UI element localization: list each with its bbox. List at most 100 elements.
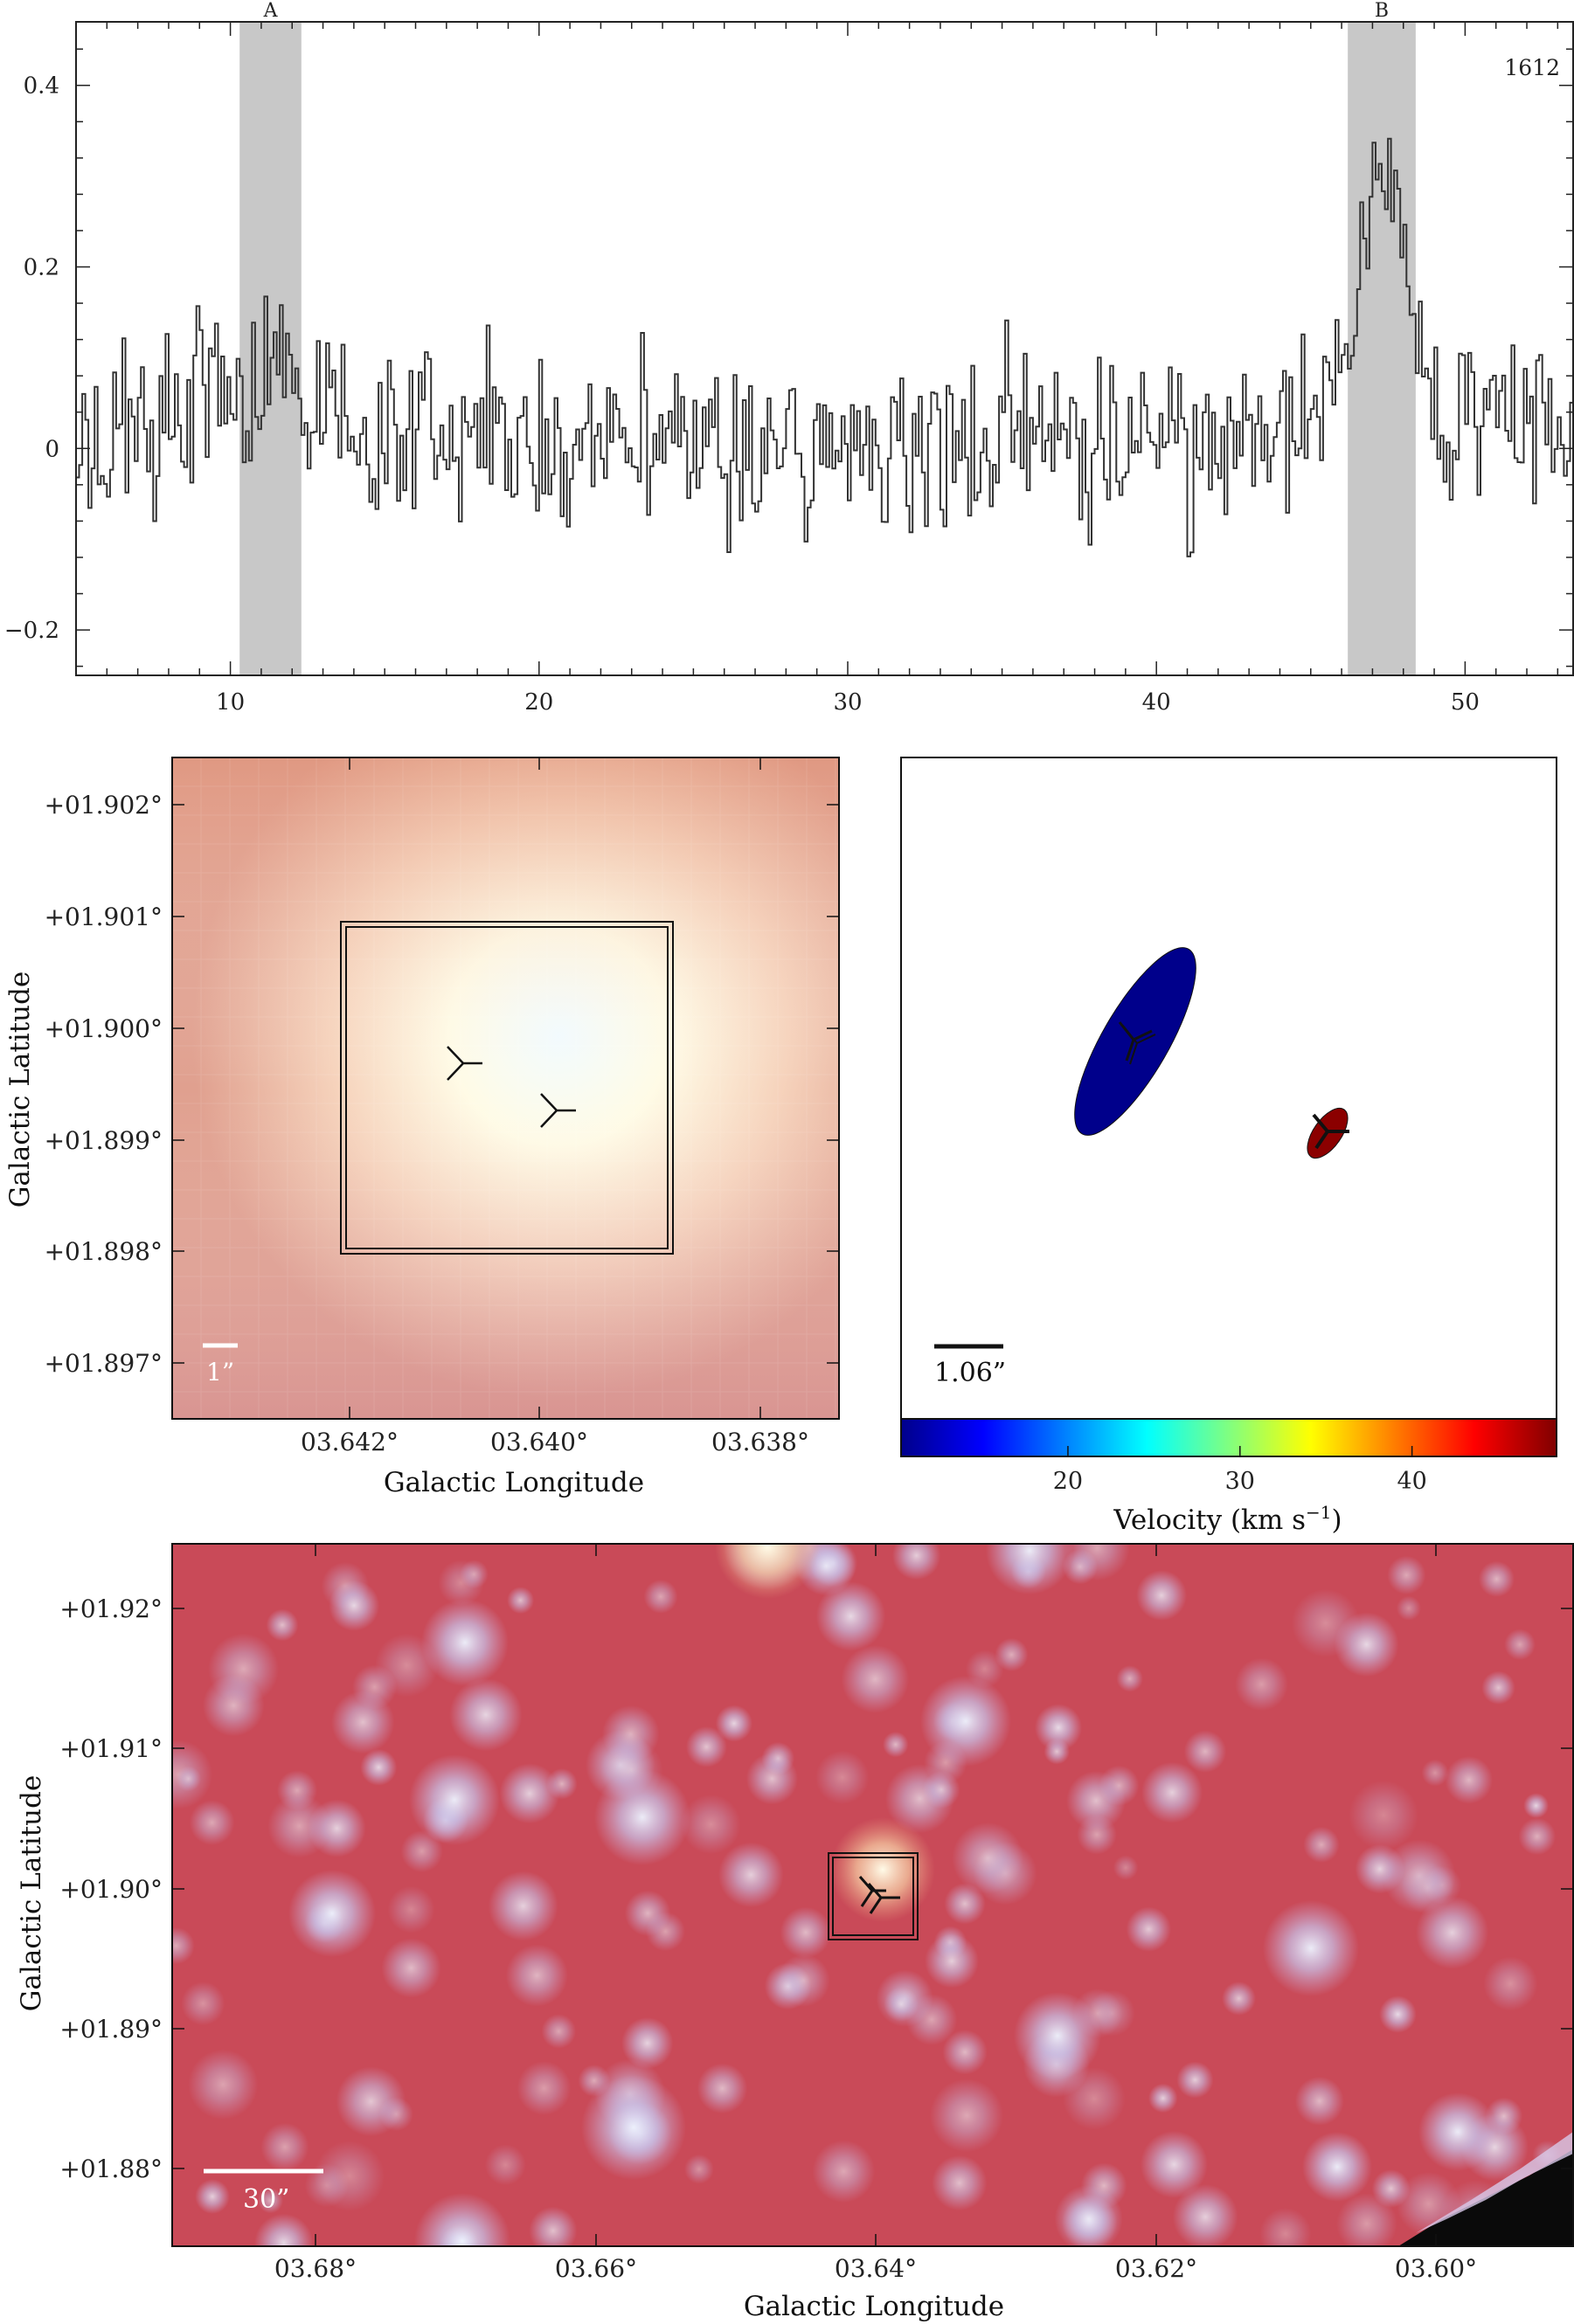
wide-star	[1336, 2193, 1397, 2246]
wide-star-warm	[715, 1544, 820, 1599]
zoom-x-tick-1: 03.640°	[490, 1428, 588, 1456]
wide-star	[685, 1726, 727, 1767]
spectrum-step-line	[76, 137, 1573, 557]
wide-star	[260, 2122, 309, 2171]
wide-star	[1259, 2208, 1312, 2246]
wide-star	[1176, 2061, 1214, 2099]
wide-star	[176, 1766, 202, 1792]
wide-star	[1116, 1665, 1143, 1692]
wide-star	[1222, 1982, 1256, 2016]
wide-star	[488, 1871, 558, 1941]
wide-star	[1523, 1793, 1550, 1819]
wide-star-bright	[421, 1599, 509, 1686]
wide-star	[681, 1794, 741, 1855]
wide-star	[1504, 1629, 1536, 1661]
wide-star	[360, 1748, 398, 1786]
wide-star	[254, 2213, 314, 2246]
wide-star	[449, 1677, 523, 1752]
wide-star	[841, 1645, 910, 1713]
wide-star	[812, 2140, 876, 2203]
wide-star	[188, 2049, 259, 2120]
zoom-scale-label: 1”	[206, 1358, 234, 1387]
zoom-aperture-box	[340, 921, 674, 1255]
spectrum-ticks	[75, 22, 1573, 675]
wide-star	[387, 1885, 435, 1933]
wide-star	[1481, 1670, 1515, 1705]
wide-star-warm	[830, 1817, 935, 1922]
spectrum-band-a	[239, 22, 302, 675]
wide-star	[1379, 1995, 1417, 2033]
wide-star-bright	[288, 1870, 376, 1957]
wide-star	[1063, 2067, 1126, 2130]
wide-star-bright	[414, 2193, 510, 2246]
wide-x-tick-1: 03.66°	[555, 2254, 637, 2283]
wide-star	[400, 1829, 443, 1873]
zoom-x-axis-title: Galactic Longitude	[384, 1467, 644, 1498]
zoom-component-a-marker	[447, 1046, 482, 1081]
wide-star	[697, 2063, 748, 2114]
zoom-image	[172, 757, 839, 1419]
velocity-colorbar-title: Velocity (km s−1)	[1113, 1502, 1342, 1536]
spectrum-frame	[75, 21, 1574, 676]
wide-star	[505, 1944, 568, 2007]
wide-star	[1294, 2076, 1344, 2126]
wide-star	[1235, 1657, 1288, 1712]
zoom-x-tick-2: 03.638°	[711, 1428, 809, 1456]
wide-star	[780, 1906, 832, 1959]
spectrum-x-tick-label: 20	[524, 689, 553, 716]
wide-star	[815, 1750, 870, 1804]
zoom-y-tick-1: +01.901°	[45, 903, 163, 931]
wide-image-panel: 30” 03.68° 03.66° 03.64° 03.62° 03.60° +…	[16, 1543, 1574, 2322]
zoom-y-tick-5: +01.897°	[45, 1349, 163, 1378]
zoom-y-tick-0: +01.902°	[45, 791, 163, 820]
wide-star	[883, 1731, 909, 1758]
wide-star	[1140, 2130, 1208, 2198]
spectrum-band-b	[1348, 22, 1416, 675]
wide-star	[1349, 1780, 1418, 1850]
wide-star	[745, 1753, 798, 1805]
wide-star	[1421, 1759, 1449, 1787]
wide-star	[1183, 1730, 1227, 1773]
wide-frame	[171, 1543, 1574, 2247]
wide-star	[329, 1580, 380, 1631]
wide-star-bright	[409, 1754, 500, 1845]
wide-y-axis-title: Galactic Latitude	[16, 1775, 47, 2012]
spectrum-x-tick-label: 10	[216, 689, 245, 716]
wide-ticks	[172, 1544, 1573, 2246]
wide-star	[195, 2179, 230, 2214]
wide-star	[815, 1581, 886, 1651]
wide-star	[208, 1633, 280, 1705]
wide-star	[1066, 1770, 1127, 1831]
wide-star	[1387, 1555, 1426, 1594]
zoom-y-tick-4: +01.898°	[45, 1237, 163, 1266]
wide-star	[621, 2016, 674, 2070]
wide-star	[930, 2078, 1003, 2153]
zoom-x-tick-0: 03.642°	[301, 1428, 399, 1456]
wide-star	[381, 1938, 441, 1998]
wide-star	[484, 2144, 526, 2186]
wide-star-bright	[1014, 1992, 1101, 2079]
wide-y-tick-2: +01.90°	[59, 1875, 163, 1904]
wide-star	[1445, 1756, 1494, 1804]
wide-star	[507, 1587, 535, 1615]
spectrum-x-tick-label: 30	[833, 689, 862, 716]
spectrum-x-tick-label: 40	[1142, 689, 1171, 716]
velocity-component-a-marker	[1118, 1021, 1156, 1065]
zoom-y-axis-title: Galactic Latitude	[4, 972, 36, 1208]
wide-star-bright	[1263, 1900, 1359, 1996]
wide-star	[1478, 1560, 1515, 1597]
wide-star	[944, 1883, 986, 1925]
zoom-y-tick-3: +01.899°	[45, 1126, 163, 1155]
wide-star-bright	[920, 1676, 1011, 1767]
wide-star	[1148, 2083, 1178, 2113]
zoom-y-tick-2: +01.900°	[45, 1014, 163, 1043]
wide-x-tick-4: 03.60°	[1395, 2254, 1477, 2283]
wide-star	[1483, 1956, 1538, 2011]
colorbar-tick-label: 20	[1053, 1468, 1083, 1495]
wide-star	[172, 1926, 195, 1965]
wide-star-bright	[581, 2075, 686, 2180]
wide-aperture-box	[828, 1852, 919, 1940]
wide-star	[643, 1579, 678, 1614]
wide-star	[529, 2206, 578, 2246]
